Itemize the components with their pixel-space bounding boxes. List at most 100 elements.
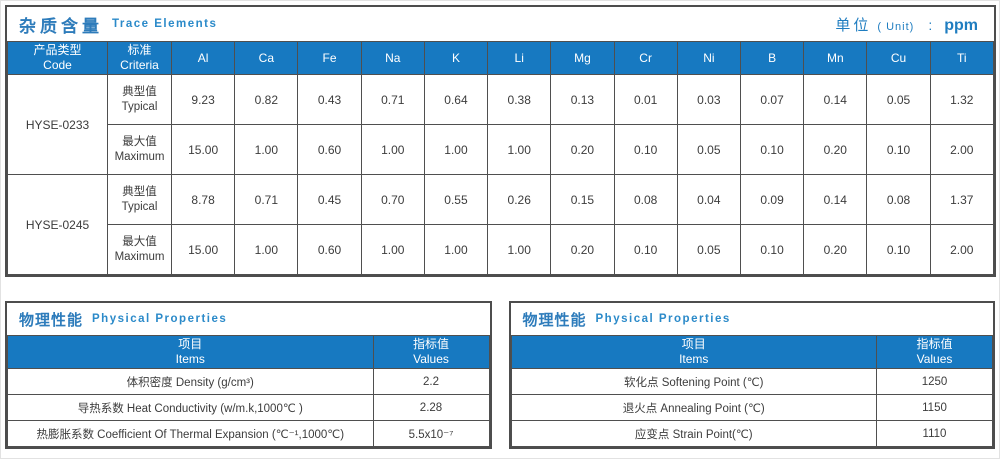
value-cell: 0.45	[297, 174, 362, 225]
criteria-en: Maximum	[114, 150, 165, 163]
physical-right-row: 软化点 Softening Point (℃) 1250	[510, 368, 993, 395]
physical-left-row: 热膨胀系数 Coefficient Of Thermal Expansion (…	[7, 420, 490, 447]
value-cell: 9.23	[170, 74, 236, 125]
trace-row-0245-typical: HYSE-0245 典型值 Typical 8.78 0.71 0.45 0.7…	[7, 174, 995, 275]
col-header-element: Al	[170, 41, 236, 75]
value-cell: 0.10	[866, 124, 931, 175]
criteria-en: Typical	[121, 200, 158, 213]
criteria-cell: 最大值 Maximum	[107, 224, 172, 275]
col-header-items-en: Items	[175, 352, 205, 366]
value-cell: 0.71	[234, 174, 299, 225]
value-cell: 0.15	[550, 174, 615, 225]
property-value: 1110	[876, 420, 993, 447]
value-cell: 1.00	[423, 224, 489, 275]
physical-properties-left-panel: 物理性能 Physical Properties 项目 Items 指标值 Va…	[5, 301, 492, 449]
trace-row-0245-maximum: 最大值 Maximum 15.00 1.00 0.60 1.00 1.00 1.…	[8, 224, 995, 275]
col-header-code-zh: 产品类型	[33, 43, 82, 57]
col-header-element: Na	[360, 41, 425, 75]
physical-left-title-bar: 物理性能 Physical Properties	[7, 303, 490, 335]
physical-left-table: 项目 Items 指标值 Values 体积密度 Density (g/cm³)…	[7, 335, 490, 447]
col-header-items-zh: 项目	[178, 337, 203, 351]
col-header-values-zh: 指标值	[916, 337, 953, 351]
col-header-items-zh: 项目	[681, 337, 706, 351]
value-cell: 0.20	[550, 224, 615, 275]
value-cell: 0.60	[297, 124, 362, 175]
col-header-items-en: Items	[679, 352, 709, 366]
value-cell: 1.00	[234, 224, 299, 275]
col-header-criteria: 标准 Criteria	[107, 41, 172, 75]
physical-right-title-en: Physical Properties	[595, 313, 731, 325]
value-cell: 2.00	[929, 124, 995, 175]
col-header-values: 指标值 Values	[876, 335, 993, 369]
value-cell: 0.20	[803, 124, 868, 175]
property-item: 软化点 Softening Point (℃)	[510, 368, 877, 395]
value-cell: 0.01	[613, 74, 678, 125]
value-cell: 1.00	[360, 124, 425, 175]
criteria-en: Maximum	[114, 250, 165, 263]
value-cell: 0.14	[803, 74, 868, 125]
value-cell: 8.78	[170, 174, 236, 225]
property-item: 应变点 Strain Point(℃)	[510, 420, 877, 447]
property-item: 退火点 Annealing Point (℃)	[510, 394, 877, 421]
value-cell: 0.10	[613, 224, 678, 275]
unit-note: ( Unit)	[877, 20, 915, 33]
physical-right-table: 项目 Items 指标值 Values 软化点 Softening Point …	[510, 335, 993, 447]
value-cell: 2.00	[929, 224, 995, 275]
col-header-values-en: Values	[413, 352, 449, 366]
physical-properties-right-panel: 物理性能 Physical Properties 项目 Items 指标值 Va…	[508, 301, 995, 449]
col-header-element: Ca	[234, 41, 299, 75]
unit-colon: :	[928, 16, 933, 33]
trace-elements-title-bar: 杂质含量 Trace Elements 单位 ( Unit) : ppm	[7, 7, 994, 41]
physical-left-row: 导热系数 Heat Conductivity (w/m.k,1000℃ ) 2.…	[7, 394, 490, 421]
col-header-element: Ti	[929, 41, 995, 75]
value-cell: 0.20	[550, 124, 615, 175]
col-header-element: Li	[487, 41, 552, 75]
value-cell: 0.14	[803, 174, 868, 225]
value-cell: 0.20	[803, 224, 868, 275]
col-header-element: Ni	[676, 41, 741, 75]
value-cell: 0.09	[739, 174, 805, 225]
value-cell: 0.08	[613, 174, 678, 225]
physical-right-row: 应变点 Strain Point(℃) 1110	[510, 420, 993, 447]
col-header-code-en: Code	[43, 58, 72, 72]
value-cell: 0.04	[676, 174, 741, 225]
bottom-row: 物理性能 Physical Properties 项目 Items 指标值 Va…	[5, 301, 995, 449]
value-cell: 1.00	[423, 124, 489, 175]
col-header-items: 项目 Items	[7, 335, 374, 369]
value-cell: 0.82	[234, 74, 299, 125]
value-cell: 0.64	[423, 74, 489, 125]
value-cell: 1.37	[929, 174, 995, 225]
criteria-cell: 典型值 Typical	[107, 174, 172, 225]
value-cell: 0.10	[866, 224, 931, 275]
col-header-values-zh: 指标值	[412, 337, 449, 351]
col-header-element: Mg	[550, 41, 615, 75]
property-value: 1150	[876, 394, 993, 421]
value-cell: 1.00	[234, 124, 299, 175]
col-header-element: K	[423, 41, 489, 75]
unit-value: ppm	[944, 16, 978, 34]
value-cell: 0.13	[550, 74, 615, 125]
value-cell: 0.10	[739, 124, 805, 175]
property-item: 热膨胀系数 Coefficient Of Thermal Expansion (…	[7, 420, 374, 447]
trace-title-zh: 杂质含量	[19, 16, 103, 36]
property-item: 体积密度 Density (g/cm³)	[7, 368, 374, 395]
value-cell: 0.03	[676, 74, 741, 125]
trace-elements-panel: 杂质含量 Trace Elements 单位 ( Unit) : ppm 产品类…	[5, 5, 996, 277]
product-code: HYSE-0245	[7, 174, 108, 275]
value-cell: 0.43	[297, 74, 362, 125]
value-cell: 0.38	[487, 74, 552, 125]
trace-elements-table: 产品类型 Code 标准 Criteria Al Ca Fe Na K Li M…	[7, 41, 995, 275]
physical-right-title-bar: 物理性能 Physical Properties	[510, 303, 993, 335]
physical-left-title-zh: 物理性能	[19, 311, 84, 329]
value-cell: 1.00	[487, 224, 552, 275]
criteria-cell: 最大值 Maximum	[107, 124, 172, 175]
criteria-zh: 最大值	[122, 235, 157, 248]
physical-left-title-en: Physical Properties	[92, 313, 228, 325]
col-header-element: Mn	[803, 41, 868, 75]
physical-left-header-row: 项目 Items 指标值 Values	[7, 335, 490, 369]
value-cell: 15.00	[170, 124, 236, 175]
criteria-en: Typical	[121, 100, 158, 113]
col-header-element: B	[739, 41, 805, 75]
property-value: 2.2	[372, 368, 490, 395]
